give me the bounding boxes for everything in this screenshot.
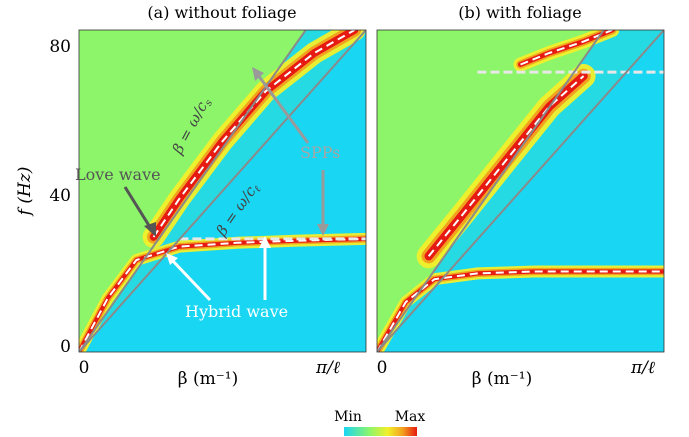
panel-b-xtick-0: 0 [377, 358, 388, 378]
colorbar-min-label: Min [334, 409, 362, 425]
panel-b-xtick-end: π/ℓ [630, 358, 655, 378]
panel-a-ytick-80: 80 [49, 37, 71, 57]
panel-a-ytick-0: 0 [60, 337, 71, 357]
panel-a-title: (a) without foliage [147, 3, 296, 22]
panel-a-xtick-end: π/ℓ [315, 358, 340, 378]
label-spps: SPPs [300, 143, 340, 162]
panel-b-xlabel: β (m⁻¹) [472, 369, 532, 389]
panel-a-ylabel: f (Hz) [15, 167, 35, 218]
colorbar-max-label: Max [395, 409, 426, 425]
panel-a-ytick-40: 40 [49, 186, 71, 206]
panel-a-xtick-0: 0 [79, 358, 90, 378]
panel-b-title: (b) with foliage [458, 3, 581, 22]
label-hybrid-wave: Hybrid wave [185, 302, 288, 321]
panel-a: (a) without foliage f (Hz) 80 40 0 0 π/ℓ… [15, 3, 366, 389]
colorbar-gradient [344, 427, 417, 436]
panel-a-xlabel: β (m⁻¹) [178, 369, 238, 389]
colorbar: Min Max [334, 409, 425, 436]
label-love-wave: Love wave [75, 165, 161, 184]
panel-b: (b) with foliage 0 π/ℓ β (m⁻¹) [377, 3, 664, 389]
